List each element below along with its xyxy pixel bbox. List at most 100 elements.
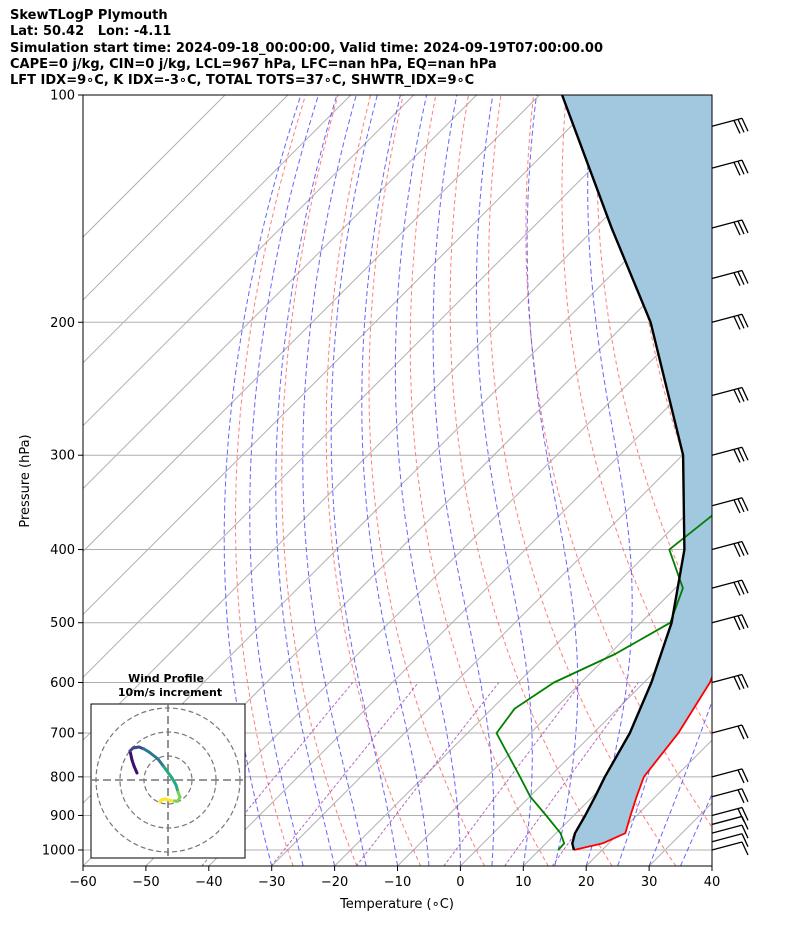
title-cape-indices: CAPE=0 j/kg, CIN=0 j/kg, LCL=967 hPa, LF… (10, 56, 497, 72)
moist-adiabat (617, 95, 700, 866)
y-tick-label: 800 (50, 770, 75, 785)
wind-barb (711, 579, 749, 596)
moist-adiabat (648, 699, 712, 866)
mixing-ratio-line (355, 682, 500, 866)
wind-barb (711, 824, 749, 839)
x-tick-label: −30 (258, 875, 285, 890)
y-tick-label: 700 (50, 727, 75, 742)
isotherm--100 (83, 95, 603, 616)
moist-adiabat (302, 95, 367, 866)
wind-barb (711, 117, 749, 134)
wind-barb (711, 313, 749, 330)
wind-barb (711, 788, 749, 804)
moist-adiabat (475, 95, 533, 866)
wind-barb (711, 806, 749, 822)
x-tick-label: −20 (321, 875, 348, 890)
dry-adiabat (525, 95, 712, 828)
wind-barb (711, 540, 749, 558)
y-tick-label: 100 (50, 89, 75, 104)
y-tick-label: 300 (50, 449, 75, 464)
wind-barb (711, 614, 749, 631)
y-axis: 100 200 300 400 500 600 700 800 900 1000 (42, 89, 83, 859)
moist-adiabat (249, 95, 319, 866)
moist-adiabat (432, 95, 495, 866)
moist-adiabat (275, 95, 338, 866)
cape-shading (562, 95, 712, 850)
wind-barb (711, 497, 749, 514)
wind-barb (711, 219, 749, 236)
isotherm--50 (145, 299, 712, 866)
hodograph-title: Wind Profile (128, 672, 204, 685)
parcel-line (560, 95, 686, 851)
title-location: Lat: 50.42 Lon: -4.11 (10, 24, 172, 40)
x-tick-label: −50 (132, 875, 159, 890)
y-tick-label: 500 (50, 616, 75, 631)
x-tick-label: 10 (515, 875, 532, 890)
dry-adiabat (762, 95, 794, 866)
dry-adiabat (325, 95, 422, 866)
mixing-ratio-line (443, 682, 582, 866)
isotherm--110 (83, 95, 540, 553)
x-axis: −60 −50 −40 −30 −20 −10 0 10 20 30 40 (69, 866, 720, 890)
isotherm--140 (83, 95, 352, 364)
moist-adiabat (361, 95, 430, 866)
dry-adiabat (281, 95, 358, 866)
profile-lines (495, 95, 712, 851)
x-axis-label: Temperature (∘C) (339, 897, 454, 912)
wind-barb (711, 768, 749, 784)
x-tick-label: −40 (195, 875, 222, 890)
y-tick-label: 900 (50, 809, 75, 824)
temperature-line (573, 674, 712, 851)
y-tick-label: 600 (50, 676, 75, 691)
dry-adiabat (630, 95, 712, 533)
dry-adiabat (409, 95, 549, 866)
y-tick-label: 1000 (42, 844, 75, 859)
dry-adiabat (235, 95, 306, 866)
wind-barb (711, 724, 749, 740)
wind-barb (711, 159, 749, 176)
isotherm--120 (83, 95, 477, 490)
background-lines (83, 95, 794, 866)
isotherm--80 (83, 110, 712, 741)
x-tick-label: −60 (69, 875, 96, 890)
x-tick-label: 0 (456, 875, 464, 890)
dry-adiabat (561, 95, 712, 736)
hodograph-subtitle: 10m/s increment (118, 686, 222, 699)
isotherm--150 (83, 95, 289, 301)
isotherm--20 (334, 487, 712, 866)
isotherm-40 (711, 865, 712, 866)
moist-adiabat (223, 95, 302, 866)
x-tick-label: 40 (704, 875, 721, 890)
title-times: Simulation start time: 2024-09-18_00:00:… (10, 40, 603, 56)
mixing-ratio-line (504, 682, 639, 866)
mixing-ratio-line (270, 682, 419, 866)
wind-barb (711, 446, 749, 463)
wind-barb (711, 833, 749, 847)
wind-barb (711, 841, 749, 856)
moist-adiabat (585, 95, 633, 866)
hodograph-inset: Wind Profile 10m/s increment (90, 672, 246, 859)
hodograph-rings (91, 704, 245, 858)
x-tick-label: −10 (384, 875, 411, 890)
isotherm--30 (271, 424, 712, 866)
moist-adiabat (680, 792, 712, 866)
wind-barb (711, 386, 749, 403)
isotherm--90 (83, 95, 666, 679)
dry-adiabat (488, 95, 677, 866)
cin-shade-area (562, 95, 712, 850)
title-stability-indices: LFT IDX=9∘C, K IDX=-3∘C, TOTAL TOTS=37∘C… (10, 73, 475, 89)
y-tick-label: 400 (50, 543, 75, 558)
y-tick-label: 200 (50, 316, 75, 331)
isotherm--130 (83, 95, 415, 427)
moist-adiabat (330, 95, 398, 866)
chart-title: SkewTLogP Plymouth Lat: 50.42 Lon: -4.11… (10, 8, 603, 89)
wind-barb (711, 269, 749, 286)
dry-adiabat (449, 95, 613, 866)
y-axis-label: Pressure (hPa) (18, 434, 33, 527)
moist-adiabat (394, 95, 461, 866)
moist-adiabat (711, 864, 712, 866)
x-tick-label: 30 (641, 875, 658, 890)
hodograph-trace (128, 745, 182, 804)
isotherm--160 (83, 95, 226, 238)
